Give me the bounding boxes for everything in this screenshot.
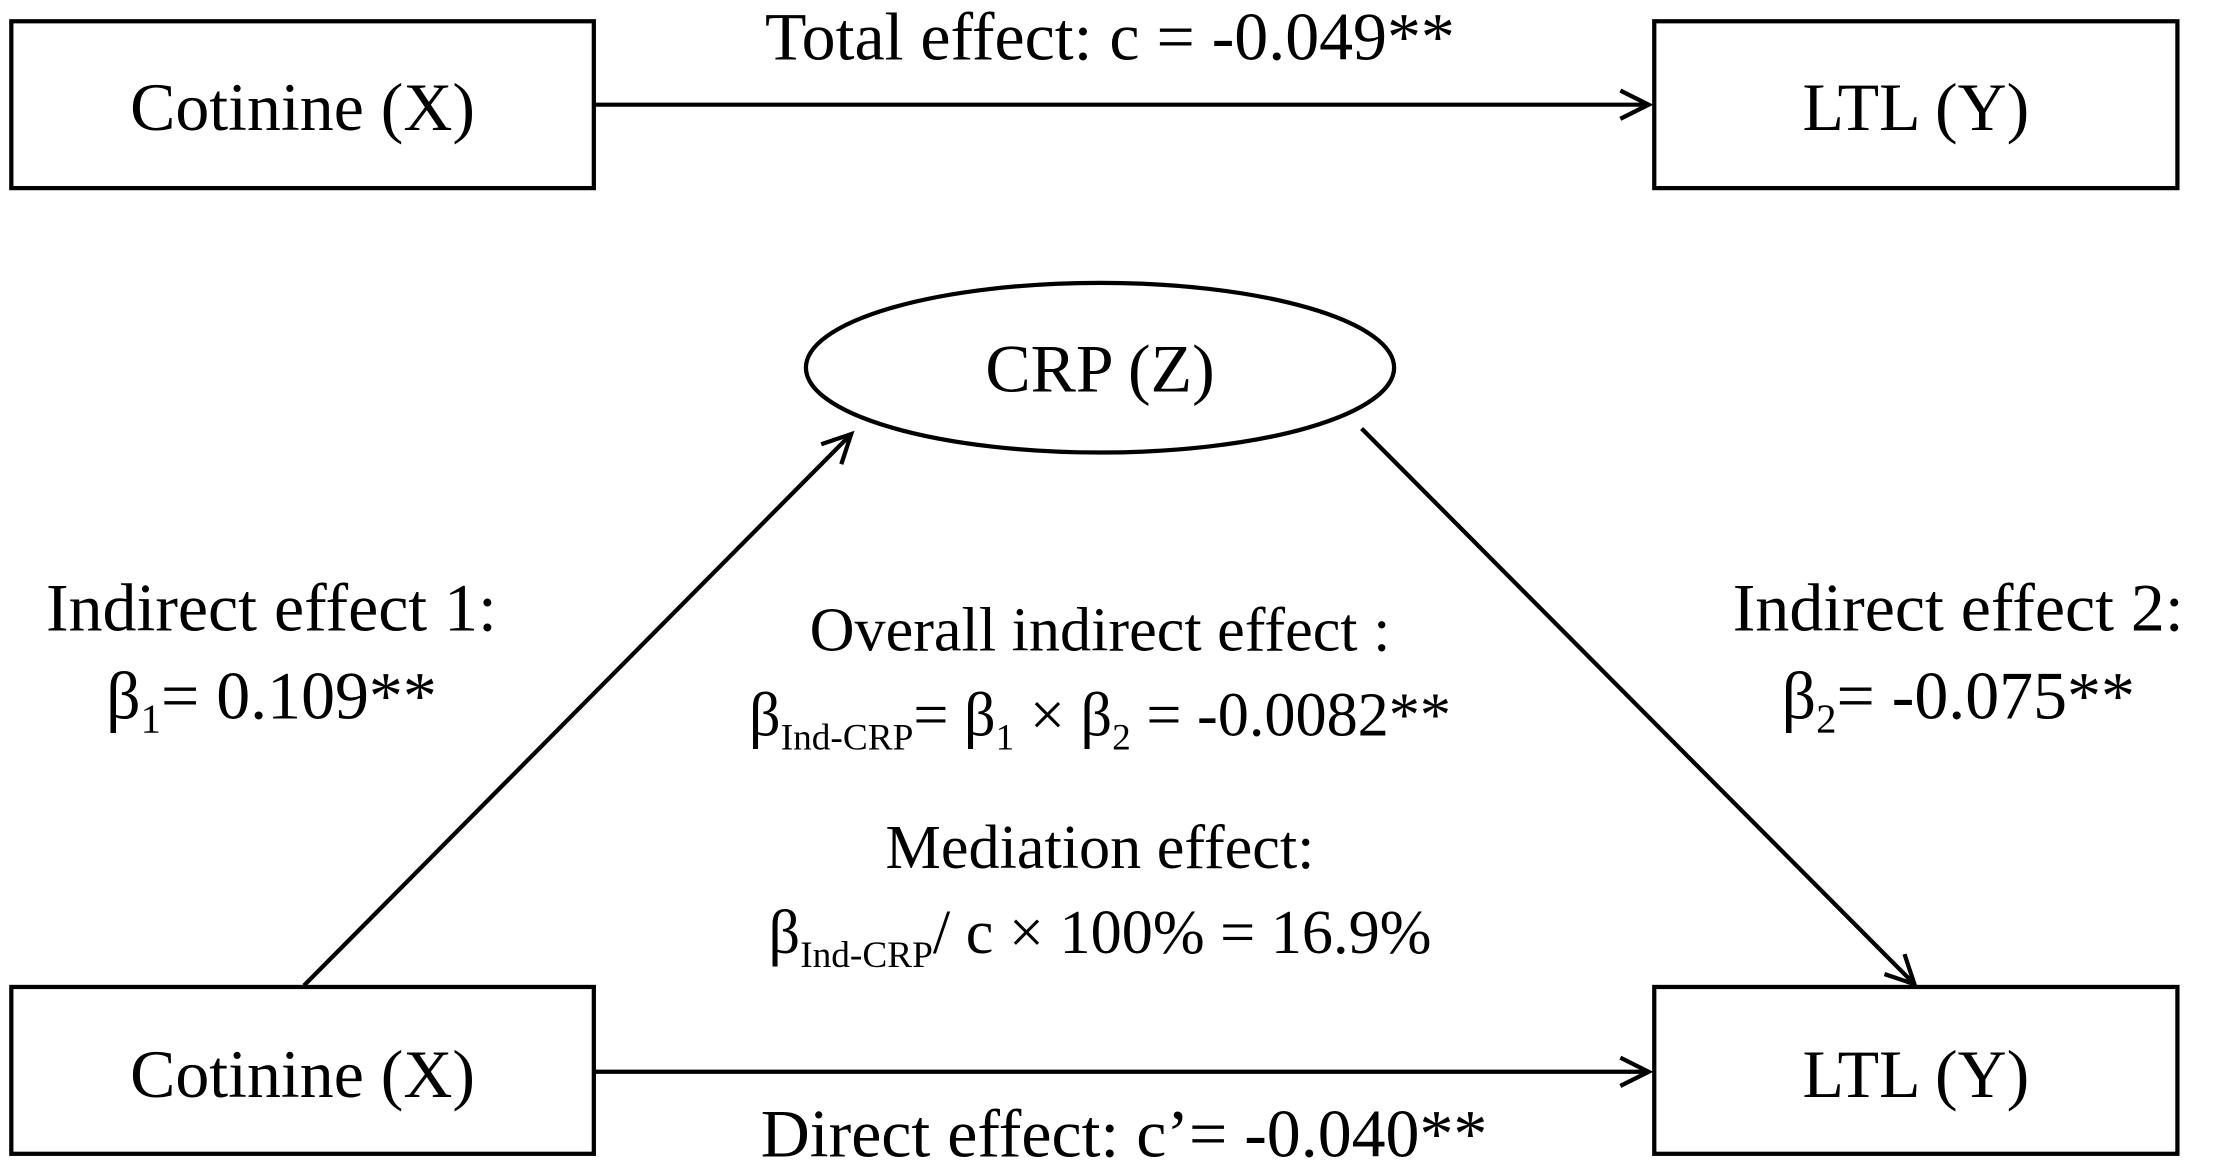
effect-label: Indirect effect 2:	[1733, 571, 2184, 646]
subscript: Ind-CRP	[781, 717, 914, 758]
effect-label: Mediation effect:	[886, 814, 1315, 882]
formula-text: × β	[1014, 681, 1112, 749]
formula-text: = -0.0082**	[1131, 681, 1451, 749]
edge-label: Direct effect: c’= -0.040**	[761, 1097, 1488, 1168]
node-box	[1652, 984, 2180, 1156]
subscript: 2	[1816, 696, 1836, 741]
arrow	[1360, 426, 1918, 988]
formula-text: β	[106, 658, 141, 733]
formula-text: / c × 100% = 16.9%	[933, 899, 1432, 967]
node-box	[1652, 19, 2180, 191]
formula-text: β	[769, 899, 801, 967]
formula-text: β	[1782, 658, 1817, 733]
node-box	[9, 984, 596, 1156]
formula-text: = -0.075**	[1837, 658, 2135, 733]
arrow	[302, 430, 855, 988]
effect-label: Indirect effect 1:	[46, 571, 497, 646]
effect-formula: β1= 0.109**	[106, 658, 437, 741]
effect-formula: β2= -0.075**	[1782, 658, 2135, 741]
subscript: 1	[141, 696, 161, 741]
node-label: Cotinine (X)	[130, 1037, 475, 1112]
node-box	[9, 19, 596, 191]
subscript: 1	[996, 717, 1015, 758]
formula-text: β	[749, 681, 781, 749]
effect-formula: βInd-CRP/ c × 100% = 16.9%	[769, 899, 1432, 976]
formula-text: = β	[913, 681, 995, 749]
subscript: 2	[1112, 717, 1131, 758]
edge-label: Total effect: c = -0.049**	[765, 0, 1455, 74]
node-label: LTL (Y)	[1802, 70, 2029, 145]
subscript: Ind-CRP	[800, 935, 933, 976]
node-label: LTL (Y)	[1802, 1037, 2029, 1112]
node-label: Cotinine (X)	[130, 70, 475, 145]
mediator-ellipse	[803, 280, 1397, 455]
node-label: CRP (Z)	[985, 332, 1214, 407]
effect-formula: βInd-CRP= β1 × β2 = -0.0082**	[749, 681, 1451, 758]
formula-text: = 0.109**	[161, 658, 437, 733]
effect-label: Overall indirect effect :	[810, 596, 1391, 664]
